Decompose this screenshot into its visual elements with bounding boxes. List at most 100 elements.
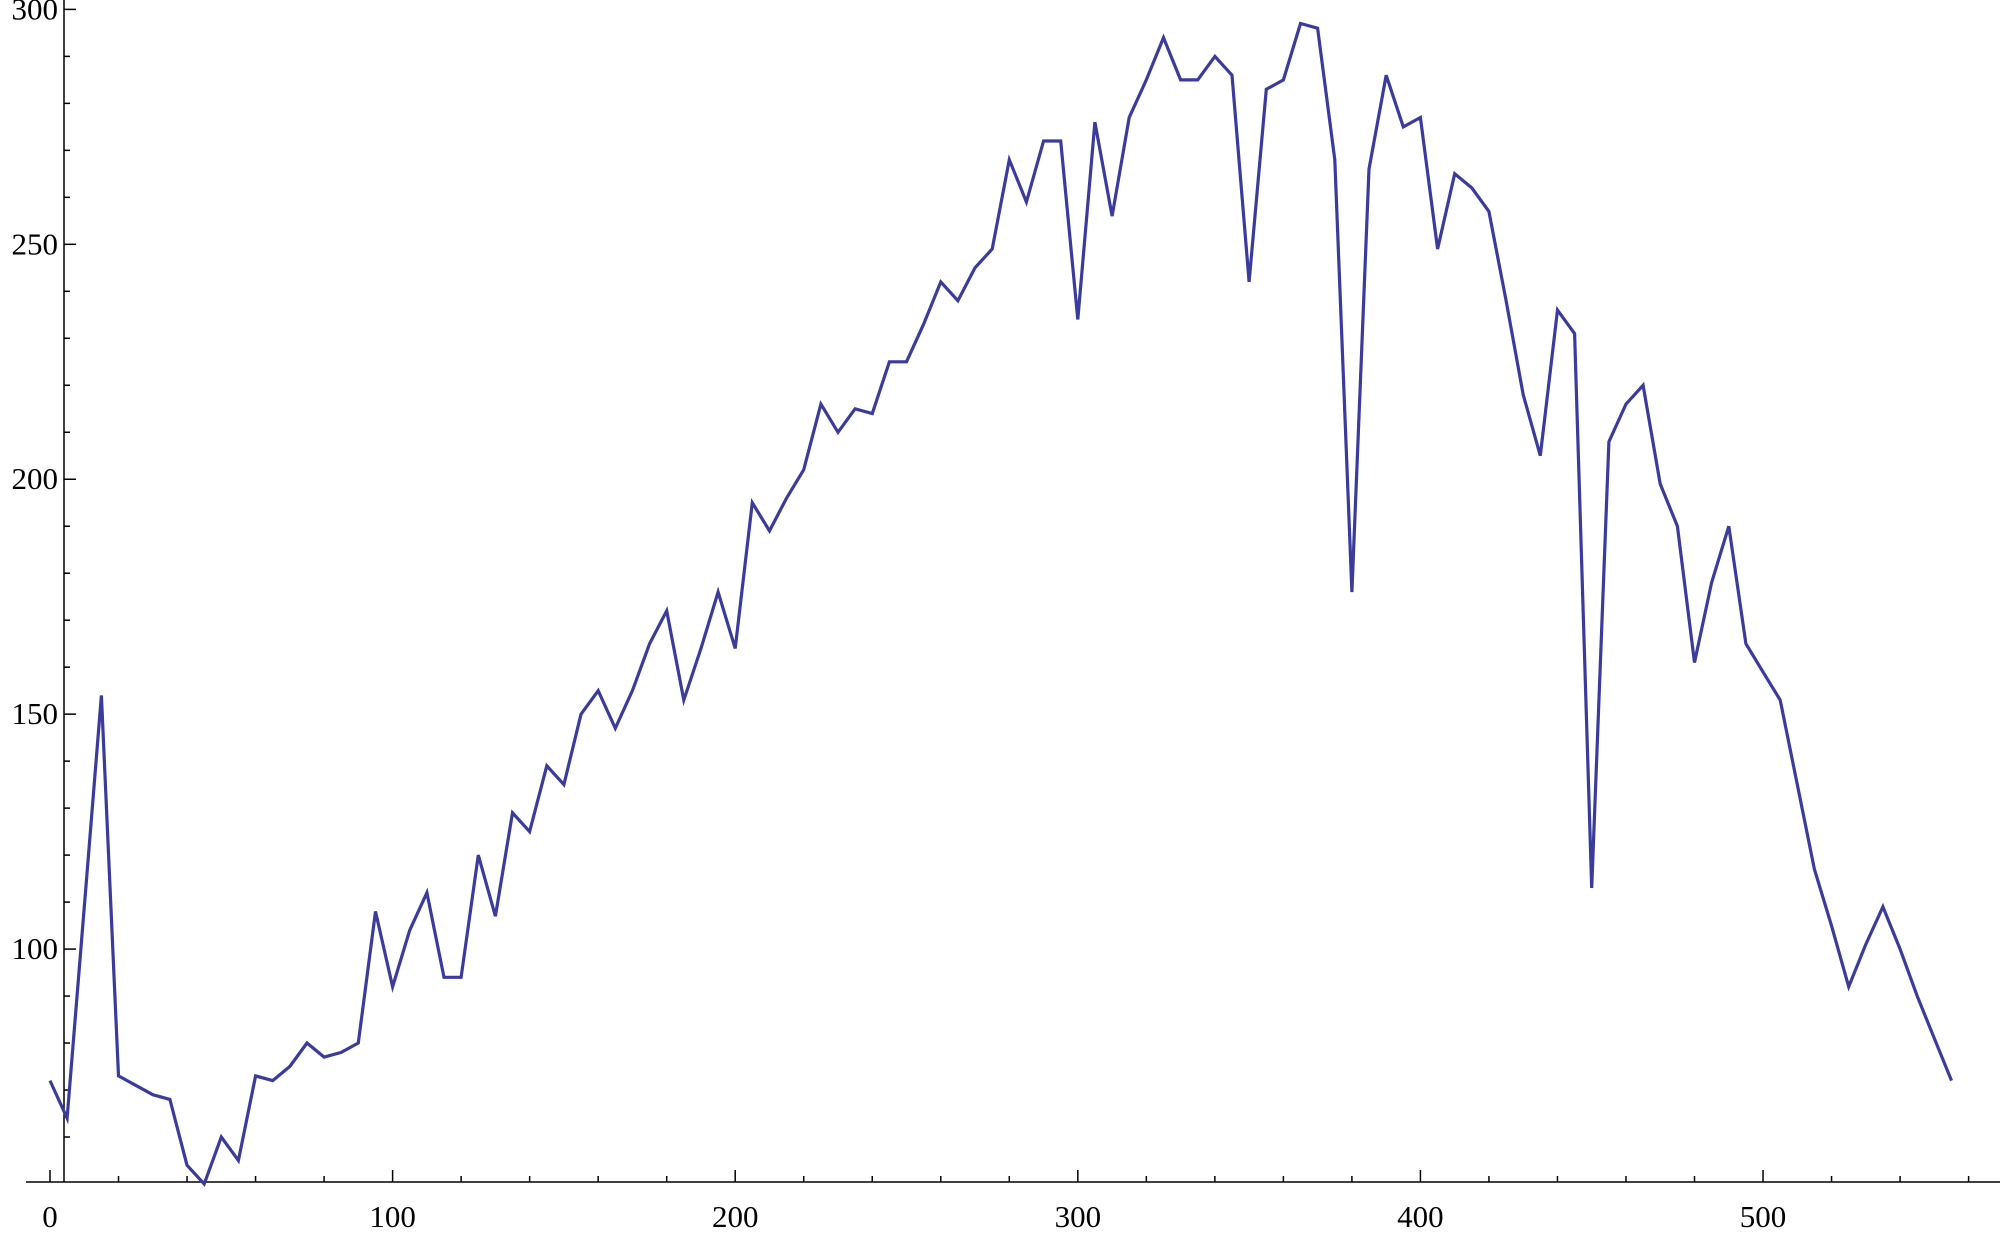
- data-point: [1727, 525, 1730, 528]
- data-point: [203, 1182, 206, 1185]
- data-point: [648, 642, 651, 645]
- data-point: [1316, 27, 1319, 30]
- data-point: [1436, 247, 1439, 250]
- data-point: [802, 468, 805, 471]
- data-point: [477, 854, 480, 857]
- data-point: [100, 694, 103, 697]
- y-tick-label: 150: [12, 696, 59, 731]
- data-point: [1042, 139, 1045, 142]
- data-point: [991, 247, 994, 250]
- data-point: [768, 529, 771, 532]
- data-point: [871, 412, 874, 415]
- data-point: [819, 402, 822, 405]
- data-point: [528, 830, 531, 833]
- data-point: [1145, 78, 1148, 81]
- series-line: [48, 21, 1953, 1188]
- data-point: [494, 915, 497, 918]
- data-point: [460, 976, 463, 979]
- data-point: [1213, 55, 1216, 58]
- series-group: [48, 21, 1953, 1188]
- data-point: [357, 1041, 360, 1044]
- data-point: [1110, 215, 1113, 218]
- y-tick-label: 300: [12, 0, 59, 26]
- data-point: [220, 1135, 223, 1138]
- y-tick-label: 200: [12, 461, 59, 496]
- data-point: [1162, 36, 1165, 39]
- data-point: [1487, 210, 1490, 213]
- data-point: [1504, 299, 1507, 302]
- data-point: [905, 360, 908, 363]
- data-point: [1898, 947, 1901, 950]
- data-point: [168, 1098, 171, 1101]
- data-point: [1350, 590, 1353, 593]
- x-axis: 0 100 200 300 400 500: [26, 1170, 2000, 1234]
- y-tick-label: 100: [12, 931, 59, 966]
- data-point: [1642, 384, 1645, 387]
- data-point: [1025, 200, 1028, 203]
- data-point: [922, 323, 925, 326]
- data-point: [237, 1159, 240, 1162]
- data-point: [1093, 121, 1096, 124]
- data-point: [1402, 125, 1405, 128]
- data-point: [1385, 74, 1388, 77]
- data-point: [836, 431, 839, 434]
- data-point: [699, 647, 702, 650]
- data-point: [1693, 661, 1696, 664]
- data-point: [1830, 924, 1833, 927]
- data-point: [1076, 318, 1079, 321]
- x-tick-label: 500: [1740, 1199, 1787, 1234]
- data-point: [579, 713, 582, 716]
- data-point: [1950, 1079, 1953, 1082]
- data-point: [1761, 670, 1764, 673]
- data-point: [1367, 168, 1370, 171]
- data-point: [374, 910, 377, 913]
- data-point: [1813, 868, 1816, 871]
- data-point: [391, 985, 394, 988]
- data-point: [1607, 440, 1610, 443]
- data-point: [1470, 186, 1473, 189]
- y-tick-label: 250: [12, 226, 59, 261]
- data-point: [1128, 116, 1131, 119]
- data-point: [1419, 116, 1422, 119]
- data-point: [1522, 393, 1525, 396]
- data-point: [631, 689, 634, 692]
- data-point: [1779, 698, 1782, 701]
- data-point: [665, 609, 668, 612]
- data-point: [545, 764, 548, 767]
- data-point: [888, 360, 891, 363]
- data-point: [614, 727, 617, 730]
- data-point: [48, 1079, 51, 1082]
- data-point: [1453, 172, 1456, 175]
- data-point: [1333, 158, 1336, 161]
- data-point: [1864, 943, 1867, 946]
- data-point: [1059, 139, 1062, 142]
- data-point: [1539, 454, 1542, 457]
- data-point: [716, 590, 719, 593]
- x-tick-label: 0: [42, 1199, 58, 1234]
- data-point: [1556, 308, 1559, 311]
- data-point: [83, 905, 86, 908]
- data-point: [597, 689, 600, 692]
- x-tick-label: 200: [712, 1199, 759, 1234]
- data-point: [271, 1079, 274, 1082]
- data-point: [1196, 78, 1199, 81]
- data-point: [1590, 886, 1593, 889]
- data-point: [1881, 905, 1884, 908]
- data-point: [1230, 74, 1233, 77]
- data-point: [734, 647, 737, 650]
- data-point: [288, 1065, 291, 1068]
- data-point: [1265, 88, 1268, 91]
- data-point: [854, 407, 857, 410]
- data-point: [442, 976, 445, 979]
- x-tick-label: 100: [369, 1199, 416, 1234]
- data-point: [1796, 783, 1799, 786]
- data-point: [562, 783, 565, 786]
- data-point: [1659, 482, 1662, 485]
- data-point: [956, 299, 959, 302]
- data-point: [1847, 985, 1850, 988]
- data-point: [151, 1093, 154, 1096]
- data-point: [1933, 1037, 1936, 1040]
- data-point: [1710, 581, 1713, 584]
- data-point: [511, 811, 514, 814]
